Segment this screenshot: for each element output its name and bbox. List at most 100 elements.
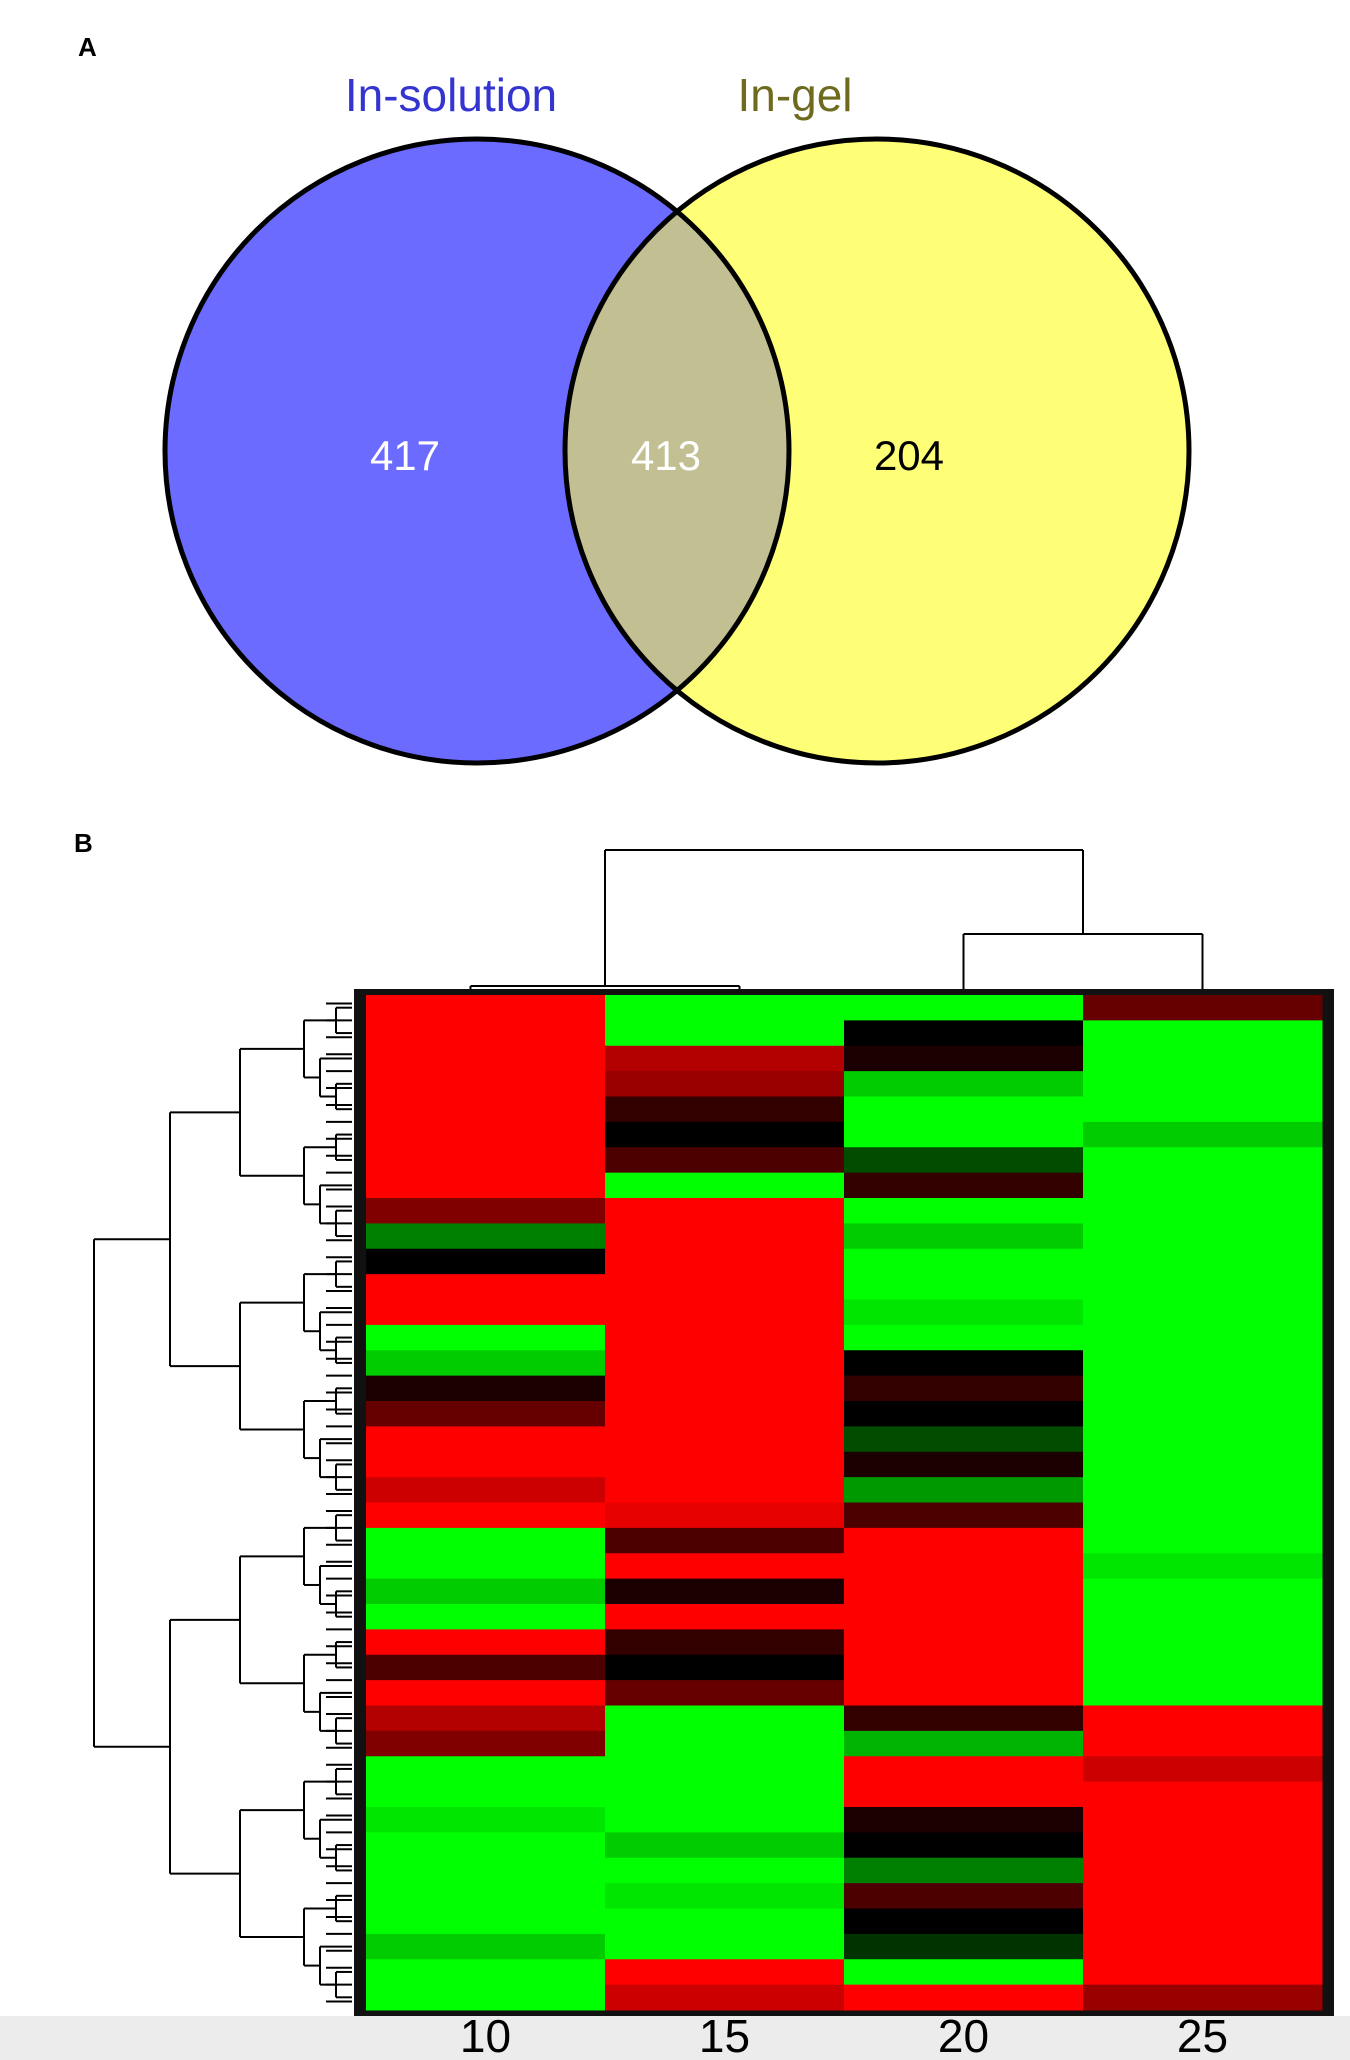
- heatmap-cell: [1083, 1629, 1323, 1656]
- heatmap-cell: [844, 1730, 1084, 1757]
- heatmap-cell: [605, 1299, 845, 1326]
- x-tick-label: 10: [460, 2010, 511, 2060]
- heatmap-cell: [1083, 1553, 1323, 1580]
- heatmap-cell: [605, 1426, 845, 1453]
- heatmap-cell: [366, 1654, 606, 1681]
- heatmap-cell: [1083, 1477, 1323, 1503]
- heatmap-cell: [605, 1959, 845, 1986]
- heatmap-cell: [366, 1121, 606, 1148]
- heatmap-cell: [605, 1756, 845, 1783]
- heatmap-cell: [844, 1756, 1084, 1783]
- heatmap-cell: [844, 1198, 1084, 1224]
- heatmap-cell: [844, 1426, 1084, 1453]
- heatmap-cell: [1083, 995, 1323, 1021]
- heatmap-cell: [844, 1375, 1084, 1402]
- heatmap-cell: [844, 995, 1084, 1021]
- heatmap-cell: [1083, 1121, 1323, 1148]
- heatmap-cell: [1083, 1350, 1323, 1377]
- heatmap-cell: [1083, 1680, 1323, 1706]
- heatmap-cell: [366, 1578, 606, 1605]
- heatmap-cell: [605, 1071, 845, 1097]
- heatmap-cell: [844, 1807, 1084, 1833]
- heatmap-cell: [605, 1451, 845, 1478]
- heatmap-cell: [366, 1604, 606, 1630]
- heatmap-cell: [366, 1172, 606, 1199]
- heatmap-cell: [366, 1984, 606, 2011]
- heatmap-cell: [605, 1705, 845, 1732]
- heatmap-cell: [366, 1248, 606, 1275]
- x-tick-label: 25: [1177, 2010, 1228, 2060]
- heatmap-cell: [366, 1426, 606, 1453]
- heatmap-cell: [844, 1451, 1084, 1478]
- heatmap-cell: [605, 1781, 845, 1808]
- heatmap-cell: [605, 1908, 845, 1935]
- heatmap-cell: [844, 1147, 1084, 1174]
- heatmap-cell: [366, 1071, 606, 1097]
- heatmap-cell: [366, 1908, 606, 1935]
- heatmap-cell: [1083, 1020, 1323, 1047]
- heatmap-cell: [366, 1299, 606, 1326]
- heatmap-cell: [366, 1375, 606, 1402]
- heatmap-cell: [366, 1451, 606, 1478]
- heatmap-cell: [1083, 1274, 1323, 1300]
- heatmap-cell: [605, 1172, 845, 1199]
- heatmap-cell: [605, 1223, 845, 1250]
- heatmap-cell: [366, 995, 606, 1021]
- heatmap-cell: [366, 1223, 606, 1250]
- heatmap-cell: [605, 1857, 845, 1884]
- heatmap-cell: [1083, 1248, 1323, 1275]
- heatmap-cell: [844, 1883, 1084, 1909]
- heatmap-cell: [1083, 1223, 1323, 1250]
- heatmap-cell: [844, 1553, 1084, 1580]
- heatmap-cell: [605, 1096, 845, 1123]
- heatmap-cell: [1083, 1933, 1323, 1960]
- heatmap-cell: [1083, 1527, 1323, 1554]
- heatmap-cell: [1083, 1502, 1323, 1529]
- region-count: 204: [874, 432, 944, 479]
- heatmap-cell: [366, 1756, 606, 1783]
- heatmap-cell: [844, 1527, 1084, 1554]
- heatmap-cell: [605, 1832, 845, 1859]
- heatmap-cell: [1083, 1045, 1323, 1072]
- heatmap-cell: [844, 1223, 1084, 1250]
- heatmap-cell: [605, 1553, 845, 1580]
- heatmap-cell: [366, 1781, 606, 1808]
- heatmap-cell: [844, 1705, 1084, 1732]
- heatmap-cell: [844, 1248, 1084, 1275]
- heatmap-cell: [366, 1274, 606, 1300]
- heatmap-cell: [1083, 1730, 1323, 1757]
- set-outline: [162, 136, 792, 766]
- heatmap-cell: [366, 1324, 606, 1351]
- heatmap-cell: [1083, 1705, 1323, 1732]
- overlap: [565, 139, 789, 763]
- heatmap-cell: [605, 1198, 845, 1224]
- heatmap-cell: [844, 1629, 1084, 1656]
- heatmap-cell: [605, 995, 845, 1021]
- x-tick-label: 15: [699, 2010, 750, 2060]
- heatmap-cell: [844, 1477, 1084, 1503]
- heatmap-cell: [366, 1020, 606, 1047]
- heatmap-cell: [844, 1984, 1084, 2011]
- heatmap-cell: [844, 1680, 1084, 1706]
- heatmap-cell: [605, 1274, 845, 1300]
- heatmap-cell: [605, 1147, 845, 1174]
- heatmap-cell: [366, 1933, 606, 1960]
- heatmap-cell: [366, 1807, 606, 1833]
- heatmap-cell: [1083, 1908, 1323, 1935]
- heatmap-cell: [844, 1045, 1084, 1072]
- heatmap-cell: [366, 1883, 606, 1909]
- heatmap-cell: [1083, 1426, 1323, 1453]
- heatmap-cell: [1083, 1781, 1323, 1808]
- heatmap-cell: [605, 1629, 845, 1656]
- heatmap-cell: [844, 1096, 1084, 1123]
- panel-label: B: [74, 828, 93, 858]
- heatmap-cell: [605, 1121, 845, 1148]
- heatmap-cell: [605, 1375, 845, 1402]
- heatmap-cell: [844, 1654, 1084, 1681]
- heatmap-cell: [366, 1553, 606, 1580]
- heatmap-cell: [844, 1959, 1084, 1986]
- heatmap-cell: [844, 1071, 1084, 1097]
- heatmap-cell: [1083, 1959, 1323, 1986]
- heatmap-cell: [1083, 1096, 1323, 1123]
- heatmap-cell: [605, 1248, 845, 1275]
